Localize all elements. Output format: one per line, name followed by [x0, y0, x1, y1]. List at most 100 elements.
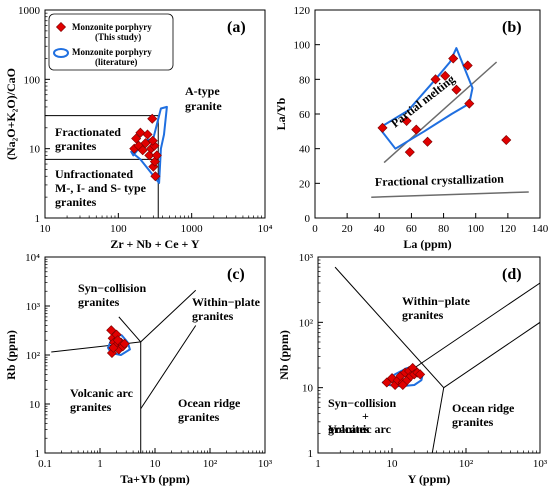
region-label: A-type	[185, 84, 220, 98]
legend-box	[48, 13, 174, 71]
legend-sublabel: (This study)	[95, 32, 141, 42]
region-label: Syn−collision	[78, 281, 147, 295]
plot-frame	[317, 256, 541, 454]
region-label: Fractionated	[55, 125, 121, 139]
data-point	[112, 335, 123, 346]
region-label: Volcanic arc	[70, 386, 134, 400]
data-point	[150, 171, 161, 182]
panel-2: 0 20 40 60 80 100 120 140 0 20 40 60 80 100 120 La (ppm…	[274, 5, 549, 251]
fractional-crystallization-trend-line	[371, 191, 529, 198]
panel-label: (d)	[502, 266, 522, 283]
y-tick-label: 10²	[299, 317, 314, 329]
boundary-line	[118, 316, 142, 343]
x-tick-label: 1	[97, 458, 103, 470]
y-tick-label: 60	[299, 109, 311, 121]
data-point	[137, 145, 148, 156]
x-tick-label: 10⁴	[258, 223, 273, 235]
panel-label: (b)	[502, 19, 522, 36]
data-point	[415, 369, 426, 380]
legend-label: Monzonite porphyry	[72, 47, 152, 57]
x-tick-label: 10	[387, 458, 399, 470]
boundary-line	[413, 282, 540, 369]
region-label: Within−plate	[192, 295, 261, 309]
region-label: granites	[78, 295, 120, 309]
y-tick-label: 0	[305, 213, 311, 225]
data-point	[135, 127, 146, 138]
y-tick-label: 80	[299, 74, 311, 86]
data-point	[147, 135, 158, 146]
plot-frame	[44, 9, 266, 219]
annotation-label: Fractional crystallization	[375, 172, 505, 189]
y-tick-label: 10	[29, 399, 41, 411]
x-tick-label: 80	[438, 223, 450, 235]
y-tick-label: 10⁴	[25, 252, 40, 264]
data-point	[448, 53, 459, 64]
plot-frame	[314, 9, 541, 219]
y-tick-label: 10³	[299, 252, 314, 264]
data-point	[401, 115, 412, 126]
x-tick-label: 10³	[258, 458, 273, 470]
region-label: +	[362, 409, 369, 423]
data-point	[147, 113, 158, 124]
region-label: granites	[70, 400, 112, 414]
annotation-label: Partial melting	[388, 72, 457, 130]
partial-melting-trend-line	[383, 61, 498, 164]
data-point	[131, 133, 142, 144]
x-tick-label: 20	[342, 223, 354, 235]
region-label: Ocean ridge	[452, 401, 515, 415]
legend-marker-diamond	[55, 21, 67, 33]
x-tick-label: 10	[150, 458, 162, 470]
y-tick-label: 1	[35, 448, 41, 460]
x-axis-label: La (ppm)	[403, 237, 451, 251]
x-tick-label: 0.1	[38, 458, 52, 470]
y-tick-label: 120	[294, 5, 311, 17]
region-label: Within−plate	[402, 294, 471, 308]
x-axis-label: Zr + Nb + Ce + Y	[110, 237, 200, 251]
x-tick-label: 120	[500, 223, 517, 235]
y-tick-label: 1	[35, 213, 41, 225]
legend-marker-outline	[53, 48, 69, 58]
data-point	[119, 338, 130, 349]
data-point	[108, 342, 119, 353]
panel-label: (c)	[227, 266, 245, 283]
data-point	[377, 122, 388, 133]
y-tick-label: 40	[299, 144, 311, 156]
x-tick-label: 0	[312, 223, 318, 235]
boundary-line	[334, 266, 445, 389]
region-label: granites	[55, 195, 97, 209]
y-tick-label: 100	[294, 40, 311, 52]
data-point	[464, 98, 475, 109]
y-tick-label: 10	[29, 144, 41, 156]
panel-4: 1 10 10² 10³ 1 10 10² 10³ Y (ppm) Nb (ppm) (d) With…	[277, 252, 548, 486]
plot-frame	[44, 256, 266, 454]
x-tick-label: 100	[467, 223, 484, 235]
boundary-line	[431, 387, 445, 453]
data-point	[462, 60, 473, 71]
region-label: granites	[328, 422, 370, 436]
data-point	[404, 147, 415, 158]
boundary-line	[140, 289, 197, 343]
legend-label: Monzonite porphyry	[72, 22, 152, 32]
data-point	[151, 150, 162, 161]
data-point	[106, 347, 117, 358]
region-label: granites	[55, 139, 97, 153]
y-tick-label: 20	[299, 178, 311, 190]
region-label: Syn−collision	[328, 396, 397, 410]
x-tick-label: 60	[406, 223, 418, 235]
y-axis-label: (Na₂O+K₂O)/CaO	[4, 68, 18, 160]
x-tick-label: 100	[110, 223, 127, 235]
region-label: granites	[402, 308, 444, 322]
y-axis-label: La/Yb	[274, 97, 288, 130]
region-label: Ocean ridge	[178, 396, 241, 410]
data-point	[140, 138, 151, 149]
region-label: Volcanic arc	[328, 422, 392, 436]
region-label: granite	[185, 99, 222, 113]
y-axis-label: Nb (ppm)	[277, 330, 291, 380]
data-point	[411, 124, 422, 135]
y-tick-label: 10²	[26, 350, 41, 362]
y-axis-label: Rb (ppm)	[4, 330, 18, 380]
x-tick-label: 1000	[181, 223, 204, 235]
